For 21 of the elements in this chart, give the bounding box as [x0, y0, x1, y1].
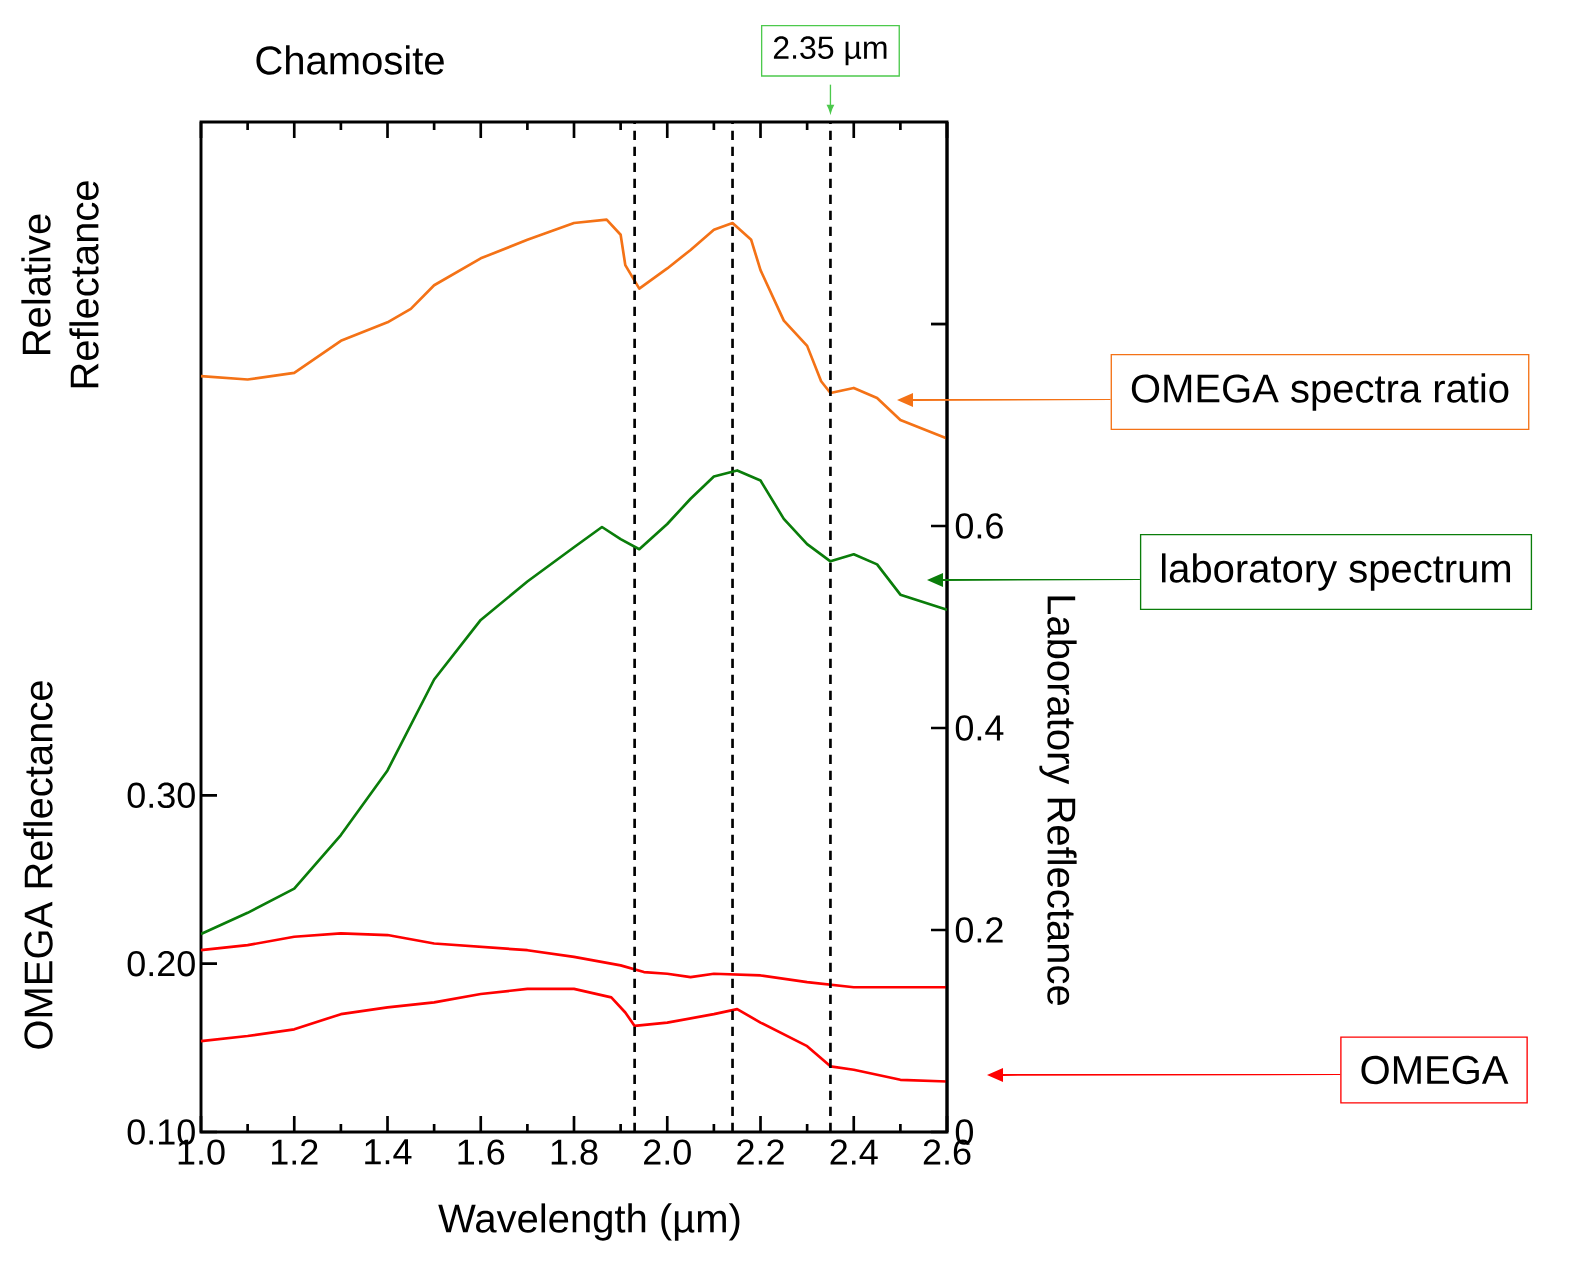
x-tick-label: 1.4: [365, 1139, 412, 1165]
x-tick-label: 2.2: [737, 1139, 784, 1165]
ref-line-label: 2.35 µm: [773, 36, 887, 66]
y2-tick-label: 0.2: [955, 917, 1003, 943]
y-tick-label: 0.20: [127, 950, 195, 977]
chart-title: Chamosite: [256, 45, 444, 75]
text: laboratory spectrum: [1161, 553, 1511, 591]
text: OMEGA: [1361, 1055, 1509, 1085]
y2-tick-label: 0.4: [955, 715, 1004, 741]
x-tick-label: 1.8: [551, 1139, 598, 1165]
x-tick-label: 2.0: [644, 1139, 691, 1165]
x-tick-label: 2.4: [830, 1139, 878, 1165]
y-axis-title: OMEGA Reflectance: [23, 681, 53, 1049]
y2-axis-title: Laboratory Reflectance: [1039, 596, 1077, 1005]
text: OMEGA spectra ratio: [1131, 373, 1509, 411]
y2-tick-label: 0.6: [955, 513, 1003, 539]
y-tick-label: 0.30: [127, 782, 195, 809]
x-axis-title: Wavelength (µm): [438, 1203, 740, 1241]
x-tick-label: 1.6: [458, 1139, 505, 1165]
x-tick-label: 1.2: [271, 1139, 318, 1165]
text: Relative Reflectance: [21, 181, 99, 388]
